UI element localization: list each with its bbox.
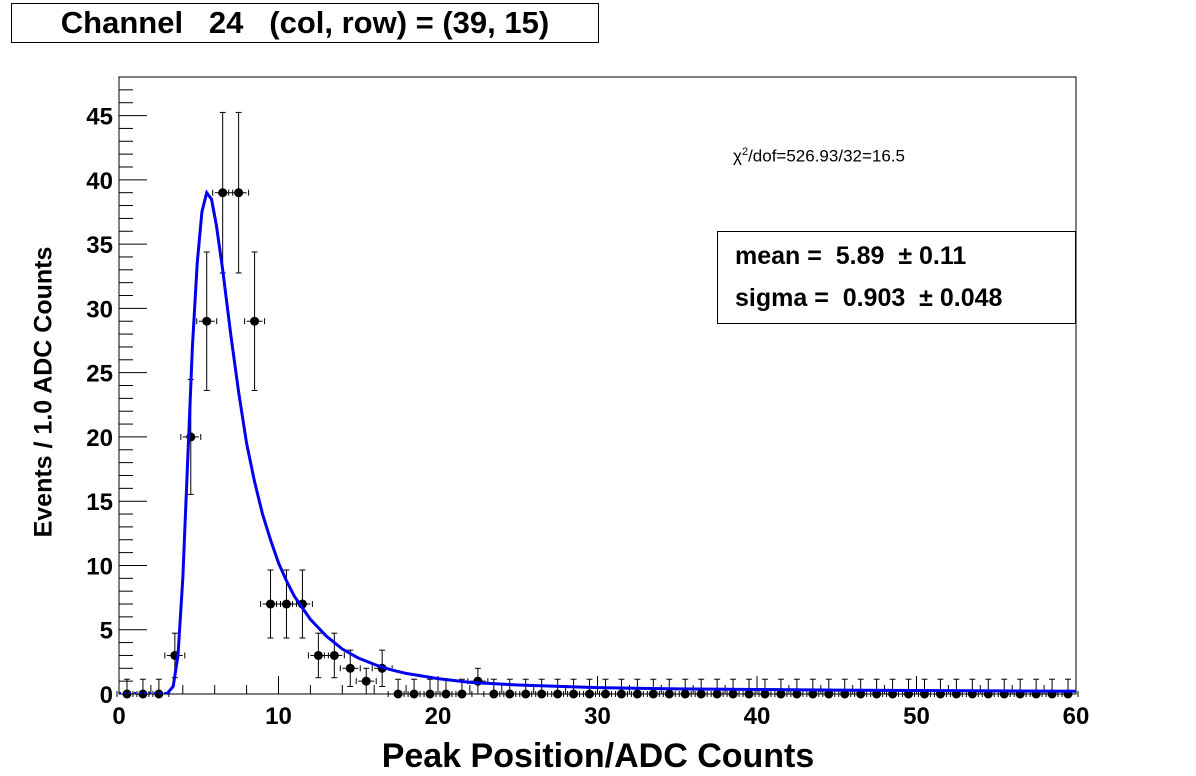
chi2-label: χ2/dof=526.93/32=16.5: [733, 146, 905, 167]
data-point: [961, 678, 983, 699]
data-point: [435, 678, 457, 699]
y-tick-label: 20: [86, 425, 113, 452]
y-tick-label: 10: [86, 553, 113, 580]
data-point: [323, 632, 345, 679]
data-point: [148, 678, 170, 699]
data-point: [419, 678, 441, 699]
data-point: [674, 678, 696, 699]
y-axis-label: Events / 1.0 ADC Counts: [29, 246, 58, 538]
data-point: [802, 678, 824, 699]
fit-curve: [165, 189, 1077, 695]
mean-error: ± 0.11: [898, 242, 967, 270]
data-point: [834, 678, 856, 699]
data-point: [515, 678, 537, 699]
x-axis: 0 10 20 30 40 50 60: [112, 676, 1089, 730]
data-point: [403, 678, 425, 699]
data-point: [754, 678, 776, 699]
data-point: [977, 678, 999, 699]
x-axis-label: Peak Position/ADC Counts: [381, 737, 815, 775]
fit-stats-box: mean = 5.89 ± 0.11 sigma = 0.903 ± 0.048: [717, 231, 1076, 324]
data-point: [307, 632, 329, 679]
x-tick-label: 30: [584, 703, 611, 730]
data-point: [1025, 678, 1047, 699]
data-point: [563, 678, 585, 699]
data-point: [291, 569, 313, 639]
title-channel-label: Channel: [60, 5, 184, 40]
y-axis: 0 5 10 15 20 25 30 35 40 45: [86, 76, 147, 709]
data-point: [499, 678, 521, 699]
data-point: [850, 678, 872, 699]
data-point: [483, 678, 505, 699]
data-point: [244, 251, 266, 391]
x-tick-label: 0: [112, 703, 125, 730]
data-point: [1041, 678, 1063, 699]
data-point: [387, 678, 409, 699]
data-point: [132, 678, 154, 699]
chi2-sup: 2: [741, 146, 749, 158]
sigma-error: ± 0.048: [919, 284, 1003, 312]
data-point: [658, 678, 680, 699]
x-tick-label: 50: [903, 703, 930, 730]
chi2-text: /dof=526.93/32=16.5: [748, 146, 905, 166]
x-tick-label: 20: [425, 703, 452, 730]
data-point: [451, 678, 473, 699]
x-tick-label: 10: [265, 703, 292, 730]
y-tick-label: 45: [86, 104, 113, 131]
chi2-symbol: χ: [733, 146, 742, 166]
data-point: [945, 678, 967, 699]
title-col-row: (col, row) = (39, 15): [269, 5, 550, 40]
y-tick-label: 40: [86, 168, 113, 195]
data-point: [531, 678, 553, 699]
data-point: [355, 667, 377, 694]
y-tick-label: 15: [86, 489, 113, 516]
mean-value: 5.89: [835, 242, 885, 270]
data-point: [196, 251, 218, 391]
sigma-label: sigma =: [735, 284, 836, 312]
mean-label: mean =: [735, 242, 829, 270]
data-point: [770, 678, 792, 699]
data-point: [993, 678, 1015, 699]
plot-frame: [118, 76, 1077, 695]
data-point: [610, 678, 632, 699]
data-point: [898, 678, 919, 699]
data-point: [260, 569, 281, 639]
data-point: [116, 678, 138, 699]
sigma-value: 0.903: [842, 284, 906, 312]
data-point: [706, 678, 728, 699]
data-point: [786, 678, 808, 699]
data-point: [547, 678, 569, 699]
stats-sigma-line: sigma = 0.903 ± 0.048: [735, 284, 1002, 313]
x-tick-label: 60: [1063, 703, 1090, 730]
chart-title: Channel 24 (col, row) = (39, 15): [11, 3, 599, 43]
data-point: [276, 569, 297, 639]
data-point: [738, 678, 760, 699]
y-tick-label: 30: [86, 296, 113, 323]
y-tick-label: 25: [86, 361, 113, 388]
stats-mean-line: mean = 5.89 ± 0.11: [735, 242, 966, 271]
data-point: [722, 678, 744, 699]
data-point: [212, 111, 234, 274]
data-points: [116, 111, 1079, 699]
y-tick-label: 0: [100, 682, 113, 709]
y-tick-label: 35: [86, 232, 113, 259]
data-point: [1057, 678, 1079, 699]
y-tick-label: 5: [100, 618, 113, 645]
data-point: [929, 678, 951, 699]
title-channel-number: 24: [208, 5, 244, 40]
data-point: [339, 649, 361, 687]
data-point: [914, 678, 935, 699]
data-point: [1009, 678, 1031, 699]
data-point: [228, 111, 250, 274]
x-tick-label: 40: [744, 703, 771, 730]
